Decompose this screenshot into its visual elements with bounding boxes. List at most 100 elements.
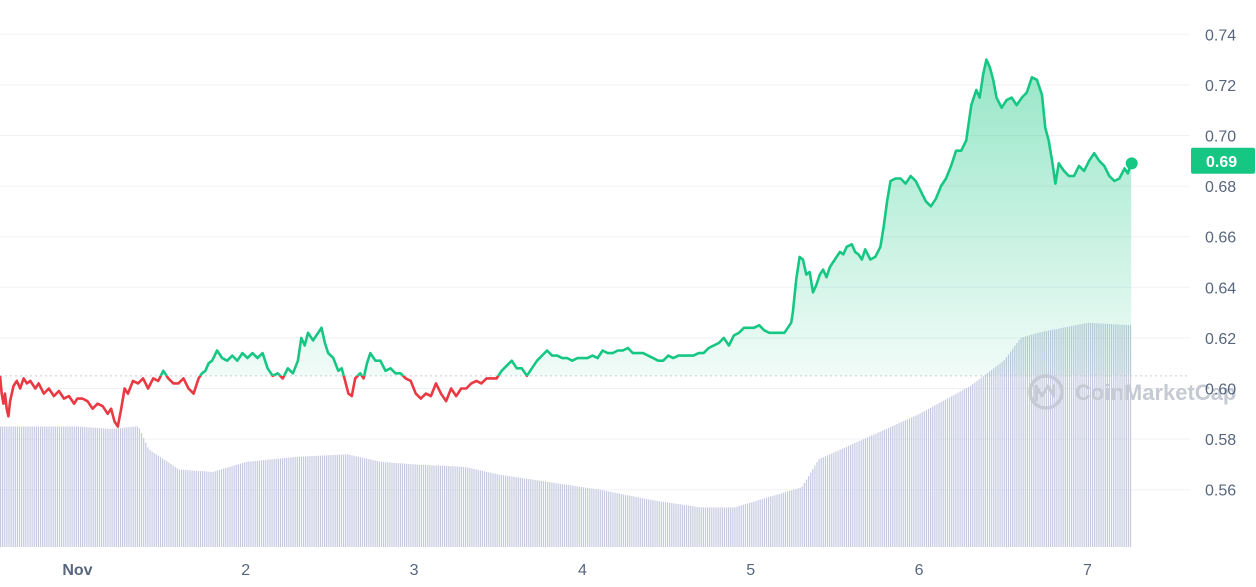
volume-bar xyxy=(237,464,239,547)
volume-bar xyxy=(881,430,883,547)
volume-bar xyxy=(999,363,1001,547)
volume-bar xyxy=(801,486,803,547)
volume-bar xyxy=(296,456,298,547)
volume-bar xyxy=(913,416,915,547)
volume-bar xyxy=(1041,331,1043,547)
volume-bar xyxy=(56,426,59,547)
volume-bar xyxy=(122,427,124,547)
volume-bar xyxy=(359,457,362,547)
volume-bar xyxy=(330,455,332,547)
volume-bar xyxy=(1033,333,1035,547)
volume-bar xyxy=(84,426,86,547)
volume-bar xyxy=(294,456,296,547)
volume-bar xyxy=(685,505,688,547)
volume-bar xyxy=(408,463,410,547)
volume-bar xyxy=(389,462,391,547)
volume-bar xyxy=(1058,328,1060,547)
volume-bar xyxy=(170,464,172,547)
price-area xyxy=(0,59,1132,376)
y-axis: 0.74 0.72 0.70 0.68 0.66 0.64 0.62 0.60 0.58 0.56 xyxy=(1205,27,1236,499)
volume-bar xyxy=(1096,323,1098,547)
volume-bar xyxy=(1073,325,1075,547)
volume-bar xyxy=(847,445,850,547)
x-tick-label: 4 xyxy=(578,562,587,579)
volume-bar xyxy=(462,466,465,547)
volume-bar xyxy=(1094,323,1096,547)
volume-bar xyxy=(988,371,991,547)
volume-bar xyxy=(46,426,48,547)
volume-bar xyxy=(500,474,502,547)
volume-bar xyxy=(488,472,490,547)
volume-bar xyxy=(991,369,993,547)
volume-bar xyxy=(780,493,782,547)
y-tick-label: 0.58 xyxy=(1205,432,1236,449)
volume-bar xyxy=(14,426,16,547)
volume-bar xyxy=(688,505,690,547)
volume-bar xyxy=(376,461,378,547)
volume-bar xyxy=(324,455,326,547)
volume-bar xyxy=(88,427,90,547)
volume-bar xyxy=(401,463,404,547)
volume-bar xyxy=(942,400,944,547)
volume-bar xyxy=(109,428,111,547)
volume-bar xyxy=(624,494,627,547)
volume-bar xyxy=(391,462,393,547)
x-axis: Nov 2 3 4 5 6 7 xyxy=(62,562,1092,579)
volume-bar xyxy=(620,494,622,547)
volume-bar xyxy=(765,497,768,547)
volume-bar xyxy=(673,503,675,547)
volume-bar xyxy=(153,452,155,547)
volume-bar xyxy=(1020,337,1022,547)
volume-bar xyxy=(286,457,288,547)
volume-bar xyxy=(789,490,791,547)
volume-bar xyxy=(105,428,107,547)
volume-bar xyxy=(1108,323,1111,547)
volume-bar xyxy=(504,475,507,547)
volume-bar xyxy=(6,426,8,547)
volume-bar xyxy=(591,488,593,547)
volume-bar xyxy=(159,457,162,547)
volume-bar xyxy=(797,488,799,547)
volume-bar xyxy=(477,469,479,547)
volume-bar xyxy=(795,488,797,547)
volume-bar xyxy=(75,426,77,547)
volume-bar xyxy=(1035,333,1037,547)
volume-bar xyxy=(917,414,919,547)
current-price-badge-bg xyxy=(1191,147,1255,174)
volume-bar xyxy=(1102,323,1104,547)
volume-bar xyxy=(471,468,473,547)
volume-bar xyxy=(730,507,732,547)
volume-bar xyxy=(894,424,896,547)
volume-bar xyxy=(273,459,275,547)
volume-bar xyxy=(1125,324,1127,547)
volume-bar xyxy=(302,456,305,547)
volume-bar xyxy=(544,481,547,547)
volume-bar xyxy=(637,497,639,547)
volume-bar xyxy=(803,482,805,547)
volume-bar xyxy=(978,379,980,547)
volume-bar xyxy=(582,487,585,547)
volume-bar xyxy=(1089,322,1092,547)
volume-bar xyxy=(366,458,368,547)
volume-bar xyxy=(1066,326,1068,547)
volume-bar xyxy=(603,490,606,547)
volume-bar xyxy=(1014,345,1016,547)
volume-bar xyxy=(317,455,319,547)
volume-bar xyxy=(681,504,683,547)
volume-bar xyxy=(877,432,879,547)
volume-bar xyxy=(1087,322,1090,547)
volume-bar xyxy=(751,502,753,547)
volume-bar xyxy=(231,466,233,547)
volume-bar xyxy=(256,460,258,547)
volume-bar xyxy=(115,428,117,547)
volume-bar xyxy=(908,418,911,547)
volume-bar xyxy=(534,479,536,547)
volume-bar xyxy=(246,461,248,547)
volume-bar xyxy=(338,454,340,547)
volume-bar xyxy=(793,489,795,547)
volume-bar xyxy=(446,466,448,547)
volume-bar xyxy=(395,463,397,547)
volume-bar xyxy=(698,507,700,547)
volume-bar xyxy=(862,439,864,547)
volume-bar xyxy=(810,472,812,547)
